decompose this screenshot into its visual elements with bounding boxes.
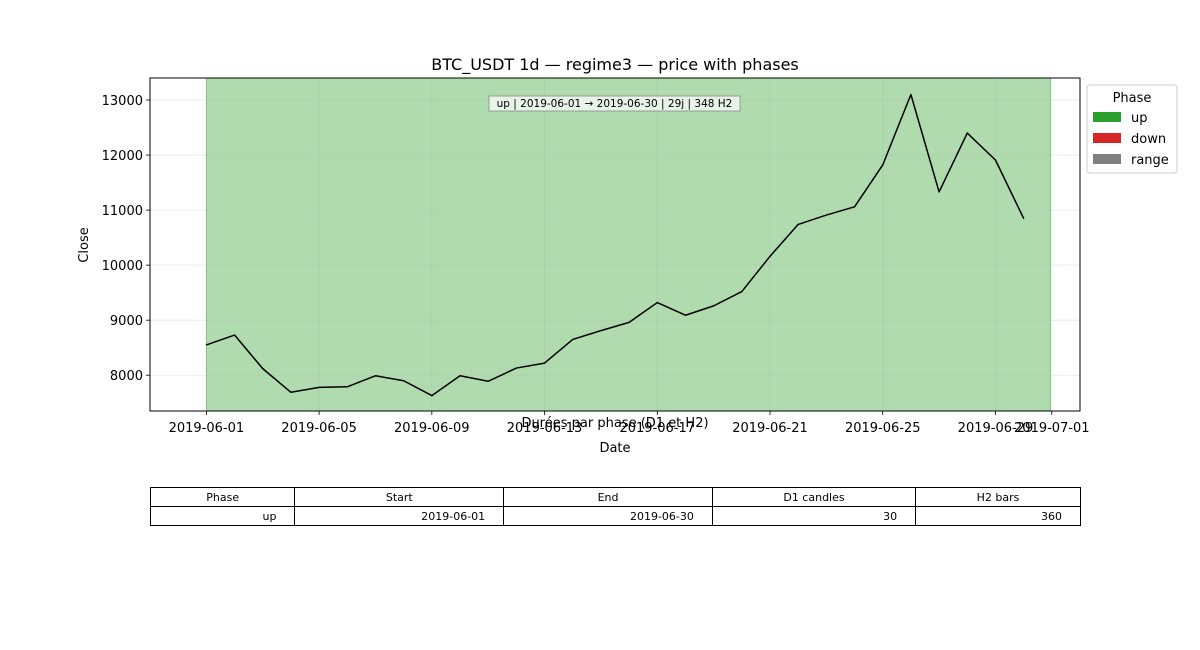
y-tick-label: 9000 <box>110 314 143 329</box>
table-header-start: Start <box>294 487 505 507</box>
x-tick-label: 2019-07-01 <box>1014 421 1090 436</box>
price-line <box>206 93 1025 397</box>
price-point <box>628 321 630 323</box>
y-tick-label: 13000 <box>102 94 143 109</box>
price-point <box>825 214 827 216</box>
price-point <box>262 368 264 370</box>
table-cell-d1-candles: 30 <box>711 506 917 526</box>
price-point <box>656 301 658 304</box>
x-tick-label: 2019-06-17 <box>619 421 695 436</box>
legend-box <box>1086 84 1178 174</box>
x-tick-label: 2019-06-29 <box>958 421 1034 436</box>
price-point <box>910 93 912 96</box>
price-point <box>1023 217 1025 219</box>
x-axis-label: Date <box>599 441 630 456</box>
legend: Phase up down range <box>1086 84 1178 174</box>
table-header-h2-bars: H2 bars <box>915 487 1081 507</box>
price-point <box>600 330 602 332</box>
phase-layer <box>205 78 1051 411</box>
price-point <box>290 391 292 393</box>
price-point <box>459 375 461 377</box>
legend-label-down: down <box>1131 132 1166 147</box>
y-tick-label: 11000 <box>102 204 143 219</box>
price-point <box>431 394 433 397</box>
phase-annotation-box <box>488 95 741 112</box>
table-row: up 2019-06-01 2019-06-30 30 360 <box>149 506 1081 526</box>
price-point <box>713 305 715 307</box>
price-point <box>684 314 687 316</box>
price-point <box>205 344 207 346</box>
phase-span-up <box>206 78 1051 411</box>
legend-items: up down range <box>1093 111 1169 168</box>
legend-swatch-up <box>1093 112 1121 122</box>
phase-annotation: up | 2019-06-01 → 2019-06-30 | 29j | 348… <box>488 95 741 112</box>
legend-label-up: up <box>1131 111 1148 126</box>
table-title: Durées par phase (D1 et H2) <box>521 416 708 431</box>
table-header-row: Phase Start End D1 candles H2 bars <box>149 487 1081 507</box>
plot-frame <box>149 77 1081 412</box>
price-point <box>515 367 517 369</box>
x-tick-label: 2019-06-25 <box>845 421 921 436</box>
table-header-end: End <box>503 487 713 507</box>
x-ticks: 2019-06-01 2019-06-05 2019-06-09 2019-06-13… <box>169 411 1090 436</box>
legend-swatch-range <box>1093 154 1121 164</box>
table-cell-start: 2019-06-01 <box>294 506 505 526</box>
price-point <box>572 338 574 341</box>
y-ticks: 8000 9000 10000 11000 12000 13000 <box>102 94 150 384</box>
price-point <box>741 290 743 293</box>
price-point <box>994 159 997 161</box>
x-tick-label: 2019-06-01 <box>169 421 245 436</box>
price-point <box>543 362 546 364</box>
price-point <box>769 255 771 257</box>
y-tick-label: 10000 <box>102 259 143 274</box>
x-tick-label: 2019-06-13 <box>507 421 583 436</box>
price-point <box>403 380 405 382</box>
price-point <box>853 206 856 208</box>
x-tick-label: 2019-06-21 <box>732 421 808 436</box>
price-point <box>938 191 940 193</box>
legend-swatch-down <box>1093 133 1121 143</box>
line-layer <box>205 93 1025 397</box>
price-point <box>374 375 377 377</box>
price-point <box>318 386 320 388</box>
phase-duration-table: Phase Start End D1 candles H2 bars up 20… <box>149 487 1081 526</box>
price-point <box>797 223 799 226</box>
x-tick-label: 2019-06-05 <box>281 421 357 436</box>
price-point <box>346 386 348 388</box>
y-tick-label: 8000 <box>110 369 143 384</box>
chart-title: BTC_USDT 1d — regime3 — price with phase… <box>431 55 799 75</box>
table-header-d1-candles: D1 candles <box>711 487 917 507</box>
phase-annotation-text: up | 2019-06-01 → 2019-06-30 | 29j | 348… <box>497 98 733 110</box>
legend-label-range: range <box>1131 153 1169 168</box>
legend-title: Phase <box>1113 91 1152 106</box>
y-axis-label: Close <box>77 227 92 262</box>
table-cell-end: 2019-06-30 <box>503 506 713 526</box>
table-cell-phase: up <box>149 506 296 526</box>
price-point <box>233 334 236 336</box>
table-cell-h2-bars: 360 <box>915 506 1081 526</box>
price-point <box>966 132 968 134</box>
y-tick-label: 12000 <box>102 149 143 164</box>
x-tick-label: 2019-06-09 <box>394 421 470 436</box>
price-point <box>487 380 489 382</box>
table-header-phase: Phase <box>149 487 296 507</box>
price-point <box>882 164 884 166</box>
